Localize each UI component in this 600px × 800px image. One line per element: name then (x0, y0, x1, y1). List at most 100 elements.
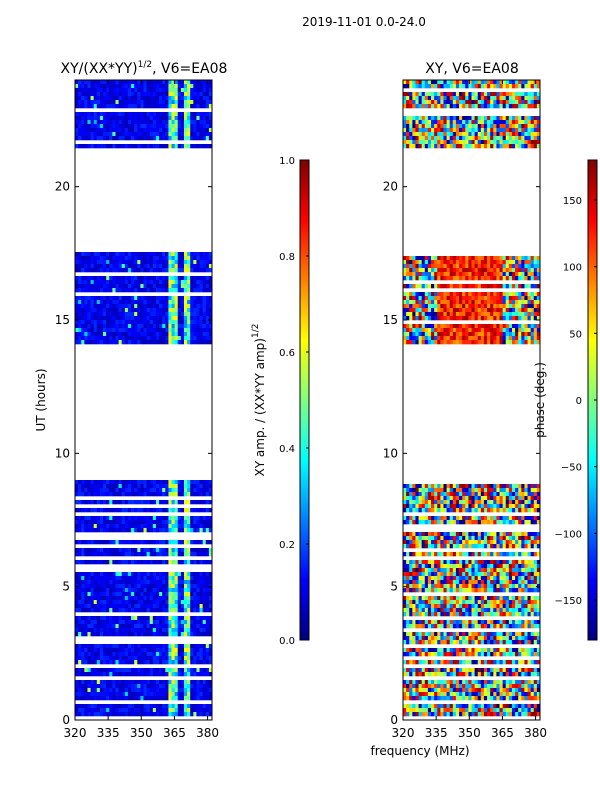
heatmap-cell (187, 684, 191, 689)
heatmap-cell (431, 124, 435, 129)
heatmap-cell (443, 296, 447, 301)
heatmap-cell (159, 668, 163, 673)
heatmap-cell (518, 132, 522, 137)
heatmap-cell (205, 276, 210, 281)
heatmap-cell (196, 324, 200, 329)
heatmap-cell (93, 528, 98, 533)
heatmap-cell (180, 288, 185, 293)
heatmap-cell (536, 100, 541, 105)
heatmap-cell (106, 712, 110, 717)
heatmap-cell (474, 124, 479, 129)
heatmap-cell (152, 132, 157, 137)
heatmap-cell (146, 500, 151, 505)
heatmap-cell (199, 620, 204, 625)
heatmap-cell (131, 100, 135, 105)
heatmap-cell (171, 572, 176, 577)
heatmap-cell (180, 608, 185, 613)
heatmap-cell (415, 264, 419, 269)
heatmap-cell (168, 668, 172, 673)
heatmap-cell (171, 492, 176, 497)
heatmap-cell (112, 580, 116, 585)
heatmap-cell (174, 84, 179, 89)
heatmap-cell (90, 88, 95, 93)
heatmap-cell (418, 256, 423, 261)
heatmap-cell (140, 588, 144, 593)
heatmap-cell (75, 268, 79, 273)
heatmap-cell (199, 624, 204, 629)
heatmap-cell (193, 648, 197, 653)
heatmap-cell (496, 276, 500, 281)
heatmap-cell (187, 596, 191, 601)
heatmap-cell (99, 88, 104, 93)
heatmap-cell (437, 144, 441, 149)
heatmap-cell (137, 604, 141, 609)
heatmap-cell (443, 336, 447, 341)
heatmap-cell (202, 328, 207, 333)
heatmap-cell (152, 644, 157, 649)
heatmap-cell (455, 336, 460, 341)
heatmap-cell (521, 308, 525, 313)
heatmap-cell (187, 324, 191, 329)
heatmap-cell (177, 584, 182, 589)
heatmap-cell (174, 480, 179, 485)
heatmap-cell (143, 608, 148, 613)
heatmap-cell (418, 300, 423, 305)
heatmap-cell (180, 96, 185, 101)
heatmap-cell (106, 116, 110, 121)
heatmap-cell (78, 280, 82, 285)
amplitude-colorbar-ticks: 0.00.20.40.60.81.0 (279, 156, 309, 647)
heatmap-cell (462, 284, 466, 289)
heatmap-cell (171, 692, 176, 697)
heatmap-cell (187, 144, 191, 149)
heatmap-cell (193, 260, 197, 265)
heatmap-cell (465, 80, 469, 85)
heatmap-cell (93, 120, 98, 125)
heatmap-cell (155, 596, 160, 601)
heatmap-cell (127, 580, 132, 585)
heatmap-cell (415, 308, 419, 313)
heatmap-cell (87, 524, 91, 529)
heatmap-cell (84, 128, 88, 133)
heatmap-cell (199, 672, 204, 677)
heatmap-cell (149, 84, 154, 89)
heatmap-cell (124, 100, 129, 105)
heatmap-cell (502, 92, 507, 97)
heatmap-cell (127, 120, 132, 125)
heatmap-cell (511, 312, 516, 317)
heatmap-cell (96, 580, 101, 585)
heatmap-cell (78, 588, 82, 593)
heatmap-cell (508, 136, 513, 141)
heatmap-cell (515, 324, 519, 329)
heatmap-cell (190, 668, 194, 673)
heatmap-cell (165, 680, 169, 685)
heatmap-cell (146, 508, 151, 513)
heatmap-cell (174, 604, 179, 609)
heatmap-cell (180, 524, 185, 529)
heatmap-cell (103, 592, 107, 597)
heatmap-cell (518, 256, 522, 261)
heatmap-cell (75, 316, 79, 321)
heatmap-cell (90, 488, 95, 493)
heatmap-cell (103, 288, 107, 293)
heatmap-cell (84, 488, 88, 493)
heatmap-cell (502, 300, 507, 305)
heatmap-cell (155, 136, 160, 141)
heatmap-cell (168, 132, 172, 137)
heatmap-cell (134, 516, 138, 521)
heatmap-cell (205, 632, 210, 637)
heatmap-cell (137, 288, 141, 293)
heatmap-cell (165, 488, 169, 493)
heatmap-cell (177, 96, 182, 101)
heatmap-cell (412, 128, 416, 133)
heatmap-cell (165, 684, 169, 689)
heatmap-cell (103, 600, 107, 605)
heatmap-cell (106, 324, 110, 329)
heatmap-cell (202, 576, 207, 581)
heatmap-cell (159, 136, 163, 141)
heatmap-cell (162, 488, 166, 493)
heatmap-cell (196, 340, 200, 345)
heatmap-cell (106, 604, 110, 609)
heatmap-cell (471, 136, 476, 141)
heatmap-cell (462, 296, 466, 301)
heatmap-cell (440, 316, 444, 321)
